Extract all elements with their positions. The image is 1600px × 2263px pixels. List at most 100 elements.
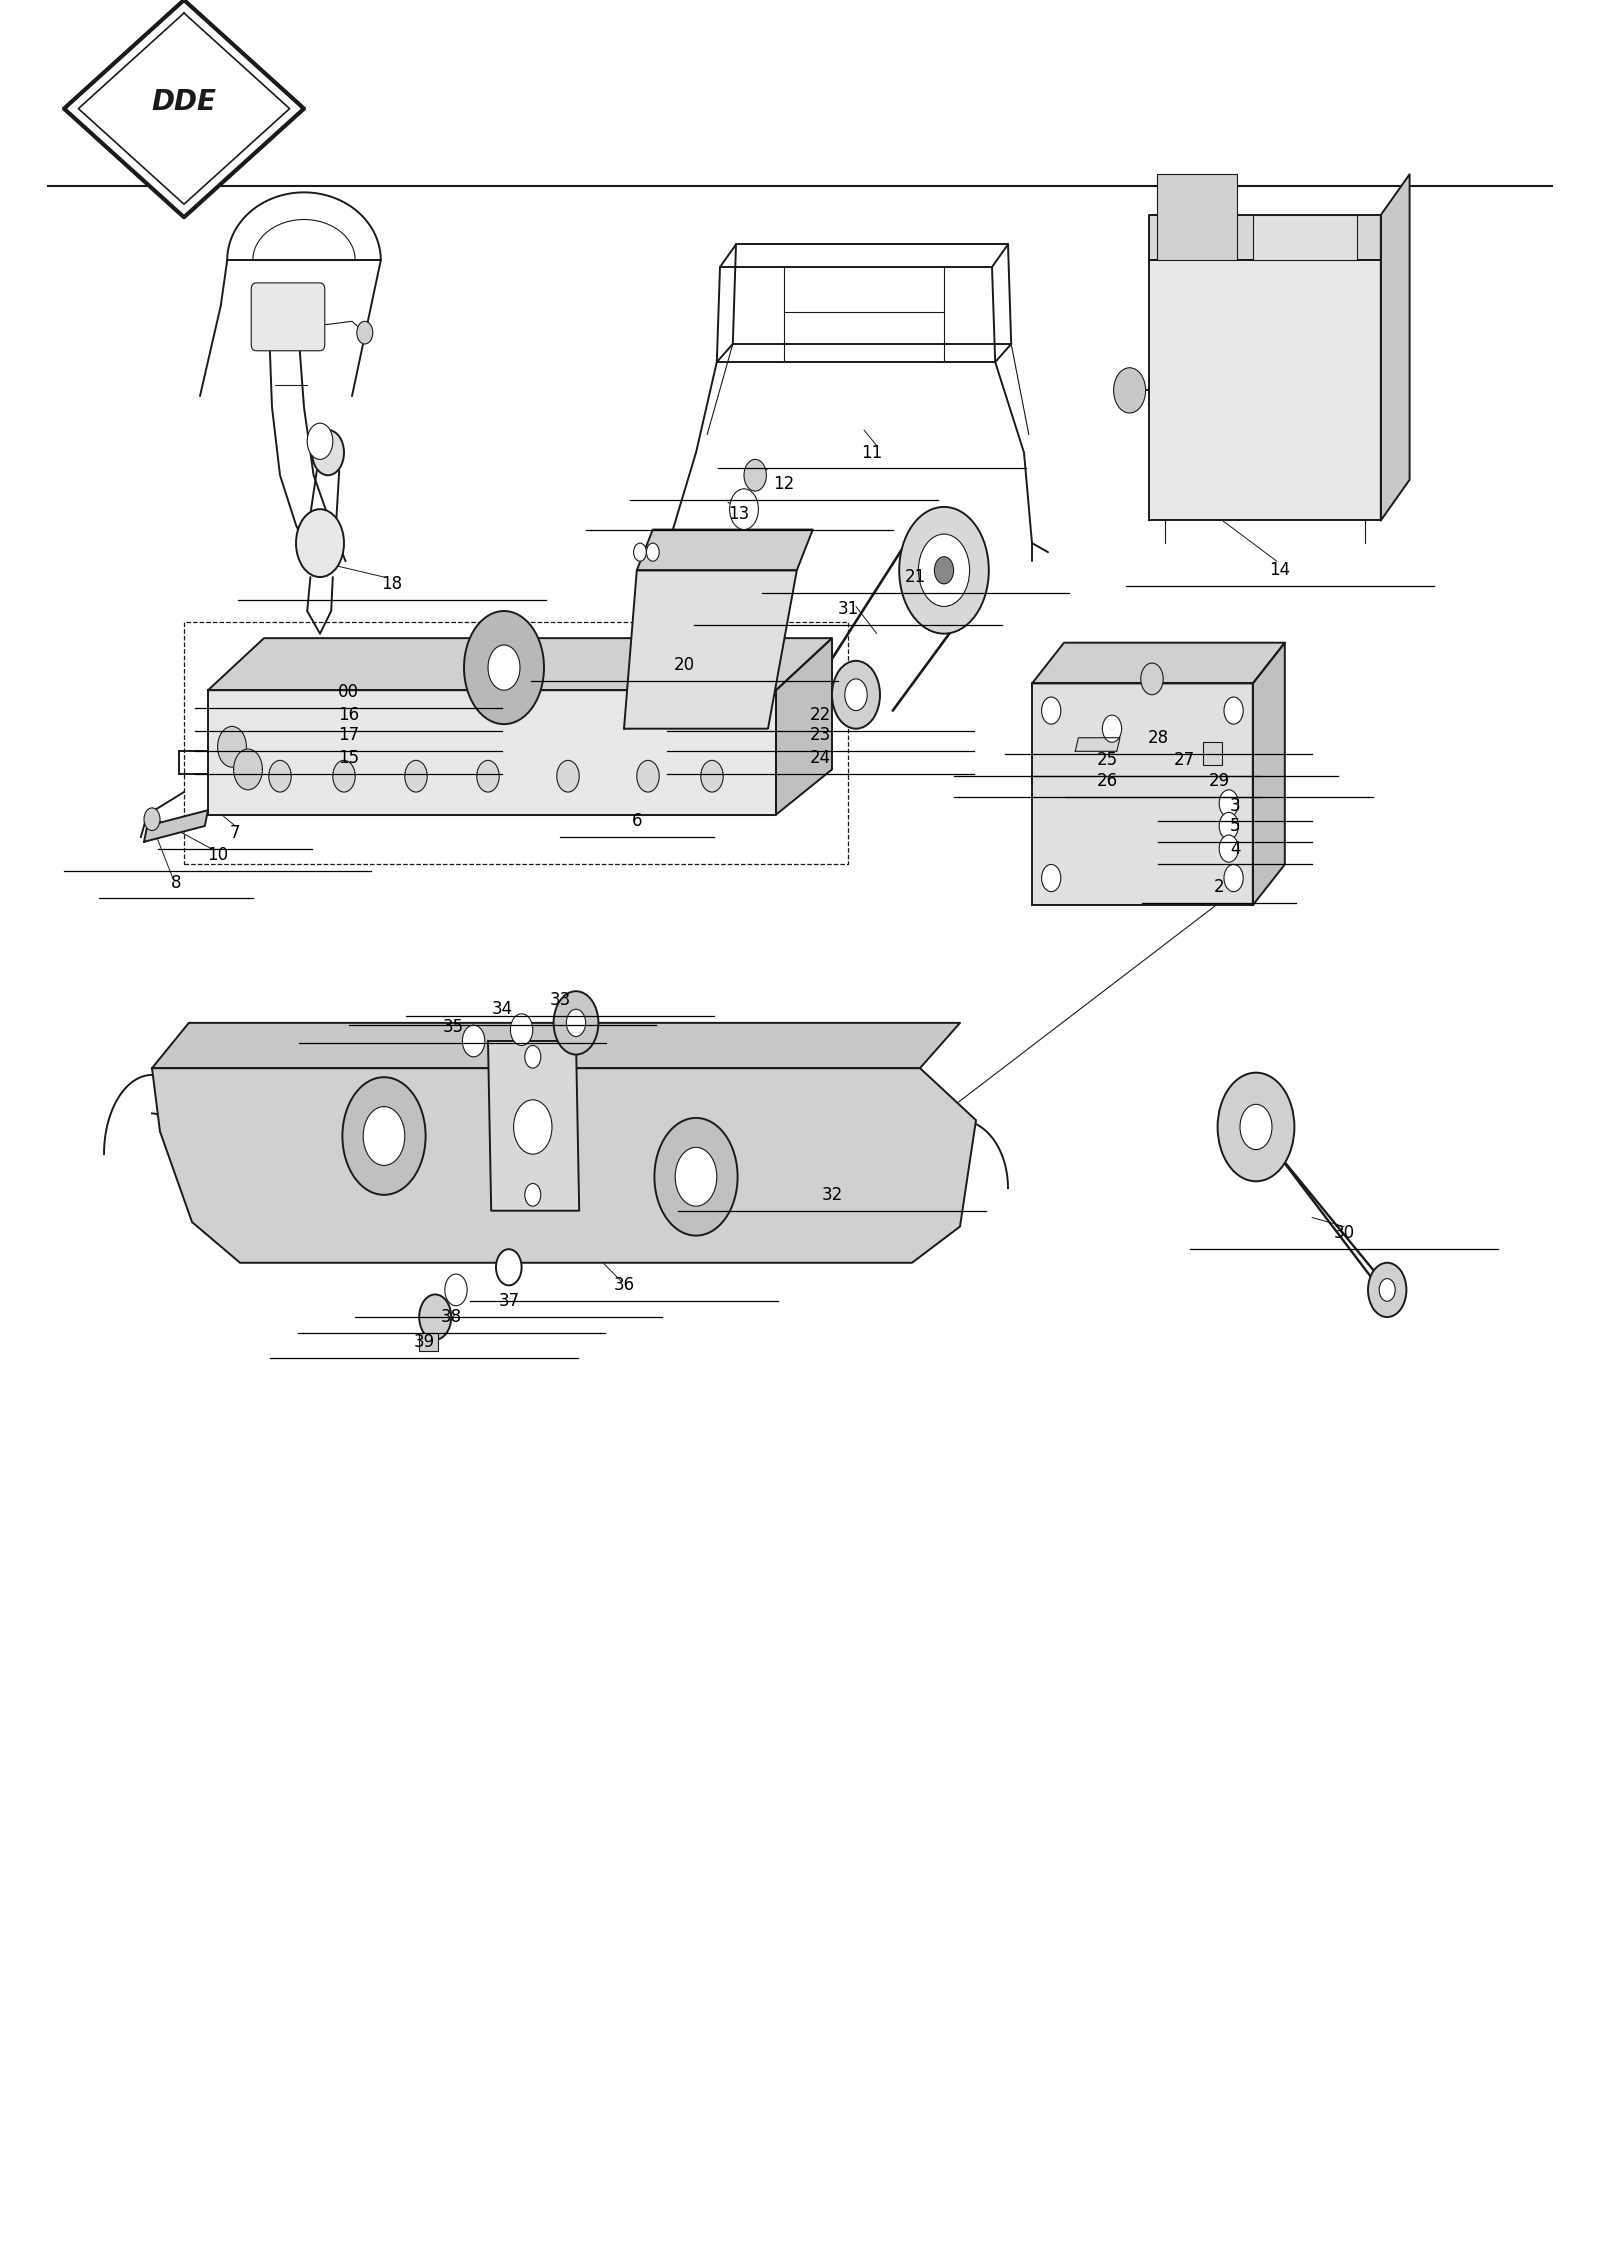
Polygon shape [152, 1023, 960, 1068]
Circle shape [218, 726, 246, 767]
Circle shape [312, 430, 344, 475]
Text: 17: 17 [338, 726, 360, 745]
Circle shape [634, 543, 646, 561]
Circle shape [269, 760, 291, 792]
Circle shape [477, 760, 499, 792]
Circle shape [675, 1147, 717, 1206]
Polygon shape [776, 638, 832, 815]
Polygon shape [208, 638, 832, 690]
Text: 33: 33 [549, 991, 571, 1009]
Text: DDE: DDE [152, 88, 216, 115]
Circle shape [1368, 1263, 1406, 1317]
Circle shape [1218, 1073, 1294, 1181]
Text: 7: 7 [230, 824, 240, 842]
Polygon shape [1075, 738, 1120, 751]
Circle shape [1141, 663, 1163, 695]
Circle shape [357, 321, 373, 344]
Circle shape [144, 808, 160, 831]
Text: 11: 11 [861, 444, 883, 462]
Circle shape [646, 543, 659, 561]
Polygon shape [1149, 215, 1381, 260]
Polygon shape [208, 690, 776, 815]
Circle shape [899, 507, 989, 634]
FancyBboxPatch shape [1203, 742, 1222, 765]
Text: 21: 21 [904, 568, 926, 586]
Circle shape [637, 760, 659, 792]
Circle shape [1102, 715, 1122, 742]
Polygon shape [624, 570, 797, 729]
Text: 15: 15 [338, 749, 360, 767]
Text: 18: 18 [381, 575, 403, 593]
Polygon shape [637, 530, 813, 570]
Text: 38: 38 [440, 1308, 462, 1326]
Text: 26: 26 [1096, 772, 1118, 790]
Circle shape [1219, 835, 1238, 862]
Text: 35: 35 [442, 1018, 464, 1036]
Text: 2: 2 [1214, 878, 1224, 896]
Text: 39: 39 [413, 1333, 435, 1351]
Text: 20: 20 [674, 656, 696, 674]
Text: 34: 34 [491, 1000, 514, 1018]
Circle shape [488, 645, 520, 690]
Polygon shape [1149, 260, 1381, 520]
Circle shape [701, 760, 723, 792]
Circle shape [419, 1294, 451, 1340]
Circle shape [1219, 790, 1238, 817]
Circle shape [1042, 864, 1061, 892]
Polygon shape [152, 1068, 976, 1263]
Circle shape [1379, 1279, 1395, 1301]
Circle shape [405, 760, 427, 792]
Circle shape [333, 760, 355, 792]
Text: 36: 36 [613, 1276, 635, 1294]
Circle shape [462, 1025, 485, 1057]
Circle shape [934, 557, 954, 584]
Text: 6: 6 [632, 812, 642, 831]
Text: 23: 23 [810, 726, 832, 745]
Text: 16: 16 [338, 706, 360, 724]
Text: 4: 4 [1230, 840, 1240, 858]
Circle shape [1224, 697, 1243, 724]
Circle shape [363, 1107, 405, 1165]
Text: 25: 25 [1096, 751, 1118, 769]
Circle shape [1240, 1104, 1272, 1150]
Polygon shape [1381, 174, 1410, 520]
Circle shape [744, 459, 766, 491]
Text: 32: 32 [821, 1186, 843, 1204]
Circle shape [918, 534, 970, 606]
Circle shape [296, 509, 344, 577]
Text: 8: 8 [171, 874, 181, 892]
Polygon shape [144, 810, 208, 842]
Text: 31: 31 [837, 600, 859, 618]
Circle shape [234, 749, 262, 790]
Circle shape [832, 661, 880, 729]
Circle shape [845, 679, 867, 711]
Circle shape [525, 1184, 541, 1206]
Polygon shape [64, 0, 304, 217]
Circle shape [654, 1118, 738, 1236]
Circle shape [1219, 812, 1238, 840]
Polygon shape [1253, 215, 1357, 260]
FancyBboxPatch shape [419, 1333, 438, 1351]
Circle shape [464, 611, 544, 724]
Circle shape [510, 1014, 533, 1046]
Text: 37: 37 [498, 1292, 520, 1310]
Text: 28: 28 [1147, 729, 1170, 747]
Text: 14: 14 [1269, 561, 1291, 579]
Circle shape [1042, 697, 1061, 724]
Circle shape [557, 760, 579, 792]
Circle shape [514, 1100, 552, 1154]
Text: 3: 3 [1230, 797, 1240, 815]
Circle shape [1224, 864, 1243, 892]
Text: 27: 27 [1173, 751, 1195, 769]
Text: 10: 10 [206, 846, 229, 864]
Text: 22: 22 [810, 706, 832, 724]
Polygon shape [1253, 643, 1285, 905]
Text: 30: 30 [1333, 1224, 1355, 1242]
Circle shape [307, 423, 333, 459]
Text: 12: 12 [773, 475, 795, 493]
Text: 13: 13 [728, 505, 750, 523]
Circle shape [566, 1009, 586, 1036]
FancyBboxPatch shape [251, 283, 325, 351]
Polygon shape [488, 1041, 579, 1211]
Text: 00: 00 [338, 683, 360, 702]
